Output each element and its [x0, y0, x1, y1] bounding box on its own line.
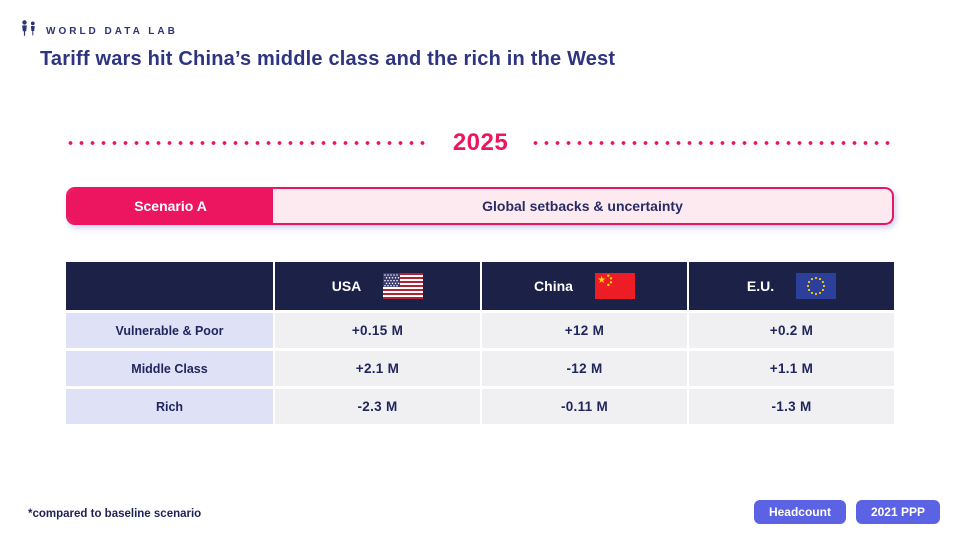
page-title: Tariff wars hit China’s middle class and…: [40, 48, 616, 70]
china-header-label: China: [534, 278, 573, 294]
usa-flag-icon: [383, 273, 424, 299]
value-eu-middle-class: +1.1 M: [689, 351, 894, 386]
usa-header-label: USA: [331, 278, 362, 294]
brand-name: WORLD DATA LAB: [46, 25, 178, 37]
row-label-vulnerable-poor: Vulnerable & Poor: [66, 313, 273, 348]
headcount-button[interactable]: Headcount: [753, 500, 846, 524]
brand-logo: WORLD DATA LAB: [20, 20, 178, 42]
baseline-footnote: *compared to baseline scenario: [28, 508, 202, 520]
value-china-vulnerable-poor: +12 M: [482, 313, 687, 348]
value-china-middle-class: -12 M: [482, 351, 687, 386]
table-header-china: China: [482, 262, 687, 310]
ppp-button[interactable]: 2021 PPP: [855, 500, 940, 524]
table-header-empty: [66, 262, 273, 310]
value-china-rich: -0.11 M: [482, 389, 687, 424]
year-label: 2025: [452, 129, 509, 156]
row-label-rich: Rich: [66, 389, 273, 424]
scenario-description: Global setbacks & uncertainty: [482, 198, 683, 214]
china-flag-icon: [594, 273, 635, 299]
value-eu-rich: -1.3 M: [689, 389, 894, 424]
table-header-usa: USA: [275, 262, 480, 310]
value-usa-vulnerable-poor: +0.15 M: [275, 313, 480, 348]
year-divider: 2025: [65, 129, 897, 157]
scenario-bar: Scenario A Global setbacks & uncertainty: [66, 187, 894, 225]
value-usa-middle-class: +2.1 M: [275, 351, 480, 386]
people-icon: [20, 20, 38, 42]
value-usa-rich: -2.3 M: [275, 389, 480, 424]
row-label-middle-class: Middle Class: [66, 351, 273, 386]
scenario-tab[interactable]: Scenario A: [68, 189, 273, 223]
dotted-divider-right: [530, 141, 897, 145]
value-eu-vulnerable-poor: +0.2 M: [689, 313, 894, 348]
eu-header-label: E.U.: [746, 278, 775, 294]
unit-toggle-group: Headcount 2021 PPP: [753, 500, 940, 524]
eu-flag-icon: [796, 273, 837, 299]
impact-table: USA China: [66, 262, 894, 424]
table-header-eu: E.U.: [689, 262, 894, 310]
dotted-divider-left: [65, 141, 431, 145]
